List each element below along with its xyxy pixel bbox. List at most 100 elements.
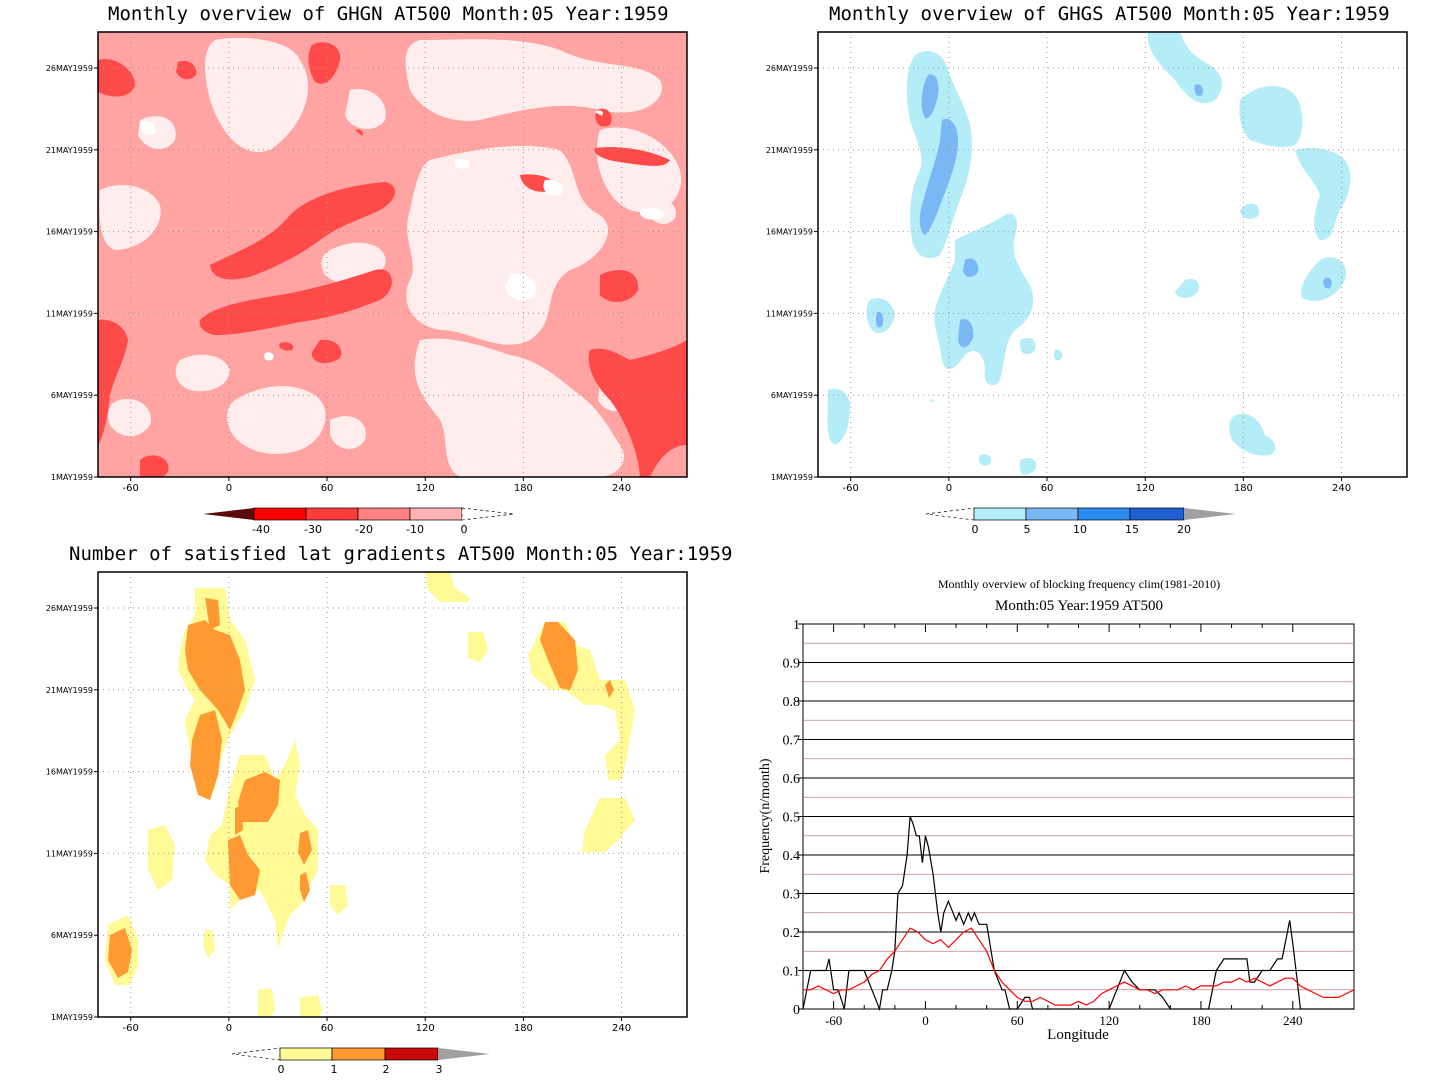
frequency-xlabel: Longitude: [1047, 1027, 1109, 1043]
y-tick-label: 21MAY1959: [766, 146, 813, 155]
ghgs-cb-label: 10: [1073, 523, 1087, 536]
y-tick-label: 26MAY1959: [766, 64, 813, 73]
series-line-red: [803, 927, 1355, 1006]
y-tick-label: 0.1: [783, 965, 801, 980]
x-tick-label: 0: [922, 1013, 929, 1028]
gradients-plot: -60 0 60 120 180 240 1MAY19596MAY195911MAY195…: [46, 571, 688, 1076]
gradients-title: Number of satisfied lat gradients AT500 …: [69, 543, 733, 565]
ghgn-title: Monthly overview of GHGN AT500 Month:05 …: [108, 3, 669, 25]
ghgn-cb-box: [305, 507, 359, 521]
x-tick-label: 120: [416, 483, 435, 494]
ghgn-cb-box: [409, 507, 463, 521]
x-tick-label: 180: [1191, 1013, 1211, 1028]
y-tick-label: 26MAY1959: [46, 64, 93, 73]
ghgn-grid: [98, 32, 687, 477]
gradients-cb-arrow-high: [438, 1048, 490, 1060]
gradients-orange-regions: [108, 598, 614, 978]
x-tick-label: 60: [1041, 483, 1054, 494]
ghgs-x-ticks: -60 0 60 120 180 240: [843, 477, 1351, 494]
x-tick-label: 0: [226, 1023, 232, 1034]
x-tick-label: 240: [1332, 483, 1351, 494]
y-tick-label: 0.7: [783, 734, 801, 749]
y-tick-label: 21MAY1959: [46, 686, 93, 695]
ghgs-cb-label: 15: [1125, 523, 1139, 536]
ghgn-frame: [97, 31, 688, 478]
ghgn-cb-box: [357, 507, 411, 521]
gradients-cb-label: 0: [278, 1063, 285, 1076]
x-tick-label: -60: [825, 1013, 842, 1028]
ghgn-cb-box: [253, 507, 307, 521]
ghgs-cb-box: [1077, 507, 1131, 521]
y-tick-label: 11MAY1959: [766, 309, 813, 318]
ghgs-cb-box: [1025, 507, 1079, 521]
ghgn-colorbar: -40 -30 -20 -10 0: [203, 507, 515, 536]
ghgs-grid: [818, 32, 1407, 477]
y-tick-label: 11MAY1959: [46, 849, 93, 858]
y-tick-label: 21MAY1959: [46, 146, 93, 155]
y-tick-label: 1MAY1959: [51, 473, 93, 482]
ghgs-cb-arrow-low: [925, 507, 975, 521]
y-tick-label: 0.4: [783, 849, 801, 864]
ghgs-plot: -60 0 60 120 180 240 1MAY1959 6MAY1959 11MAY195…: [766, 31, 1408, 536]
gradients-cb-box: [331, 1047, 386, 1061]
gradients-x-ticks: -60 0 60 120 180 240: [123, 1017, 631, 1034]
ghgs-colorbar: 0 5 10 15 20: [925, 507, 1236, 536]
ghgn-plot: -60 0 60 120 180 240 1MAY1959 6MAY1959 11MAY195…: [46, 31, 688, 536]
x-tick-label: 180: [1234, 483, 1253, 494]
y-tick-label: 0.3: [783, 888, 801, 903]
y-tick-label: 6MAY1959: [51, 391, 93, 400]
y-tick-label: 1MAY1959: [771, 473, 813, 482]
gradients-cb-label: 3: [436, 1063, 443, 1076]
gradients-colorbar: 0 1 2 3: [231, 1047, 490, 1076]
x-tick-label: 240: [612, 483, 631, 494]
x-tick-label: 0: [946, 483, 952, 494]
y-tick-label: 11MAY1959: [46, 309, 93, 318]
frequency-plot: 0 0.1 0.2 0.3 0.4 0.5 0.6 0.7 0.8 0.9 1 -60 0 60 120 1…: [758, 618, 1355, 1043]
frequency-ylabel: Frequency(n/month): [758, 758, 773, 873]
y-tick-label: 0: [793, 1003, 800, 1018]
x-tick-label: 0: [226, 483, 232, 494]
ghgn-cb-label: -30: [304, 523, 322, 536]
y-tick-label: 1: [793, 618, 800, 633]
ghgn-dark-regions: [98, 42, 687, 477]
x-tick-label: -60: [123, 1023, 139, 1034]
ghgn-cb-label: -40: [252, 523, 270, 536]
y-tick-label: 6MAY1959: [51, 931, 93, 940]
gradients-cb-label: 1: [331, 1063, 338, 1076]
ghgs-cb-label: 0: [972, 523, 979, 536]
ghgn-x-ticks: -60 0 60 120 180 240: [123, 477, 631, 494]
frequency-subtitle: Month:05 Year:1959 AT500: [995, 598, 1163, 614]
gradients-y-ticks: 1MAY1959 6MAY1959 11MAY1959 16MAY1959 21MAY1…: [46, 604, 98, 1022]
gradients-cb-arrow-low: [231, 1047, 281, 1061]
y-tick-label: 1MAY1959: [51, 1013, 93, 1022]
ghgs-cb-label: 5: [1024, 523, 1031, 536]
y-tick-label: 0.9: [783, 657, 801, 672]
x-tick-label: 120: [1099, 1013, 1119, 1028]
ghgs-cb-box: [973, 507, 1027, 521]
y-tick-label: 0.2: [783, 926, 801, 941]
x-tick-label: -60: [843, 483, 859, 494]
x-tick-label: 60: [1011, 1013, 1024, 1028]
x-tick-label: 120: [416, 1023, 435, 1034]
ghgs-title: Monthly overview of GHGS AT500 Month:05 …: [829, 3, 1390, 25]
gradients-cb-box: [384, 1047, 439, 1061]
frequency-y-ticks: 0 0.1 0.2 0.3 0.4 0.5 0.6 0.7 0.8 0.9 1: [783, 618, 803, 1018]
x-tick-label: 60: [321, 483, 334, 494]
y-tick-label: 16MAY1959: [46, 228, 93, 237]
frequency-x-ticks: -60 0 60 120 180 240: [825, 624, 1303, 1028]
x-tick-label: 240: [612, 1023, 631, 1034]
ghgn-cb-label: -10: [406, 523, 424, 536]
x-tick-label: 180: [514, 1023, 533, 1034]
x-tick-label: 180: [514, 483, 533, 494]
ghgn-cb-label: 0: [461, 523, 468, 536]
gradients-cb-label: 2: [383, 1063, 390, 1076]
y-tick-label: 16MAY1959: [766, 228, 813, 237]
ghgs-y-ticks: 1MAY1959 6MAY1959 11MAY1959 16MAY1959 21MAY1…: [766, 64, 818, 482]
frequency-lines: [802, 816, 1355, 1012]
gradients-grid: [98, 572, 687, 1017]
ghgn-y-ticks: 1MAY1959 6MAY1959 11MAY1959 16MAY1959 21MAY1…: [46, 64, 98, 482]
y-tick-label: 0.5: [783, 811, 801, 826]
x-tick-label: -60: [123, 483, 139, 494]
ghgn-cb-arrow-low: [203, 508, 254, 520]
x-tick-label: 60: [321, 1023, 334, 1034]
